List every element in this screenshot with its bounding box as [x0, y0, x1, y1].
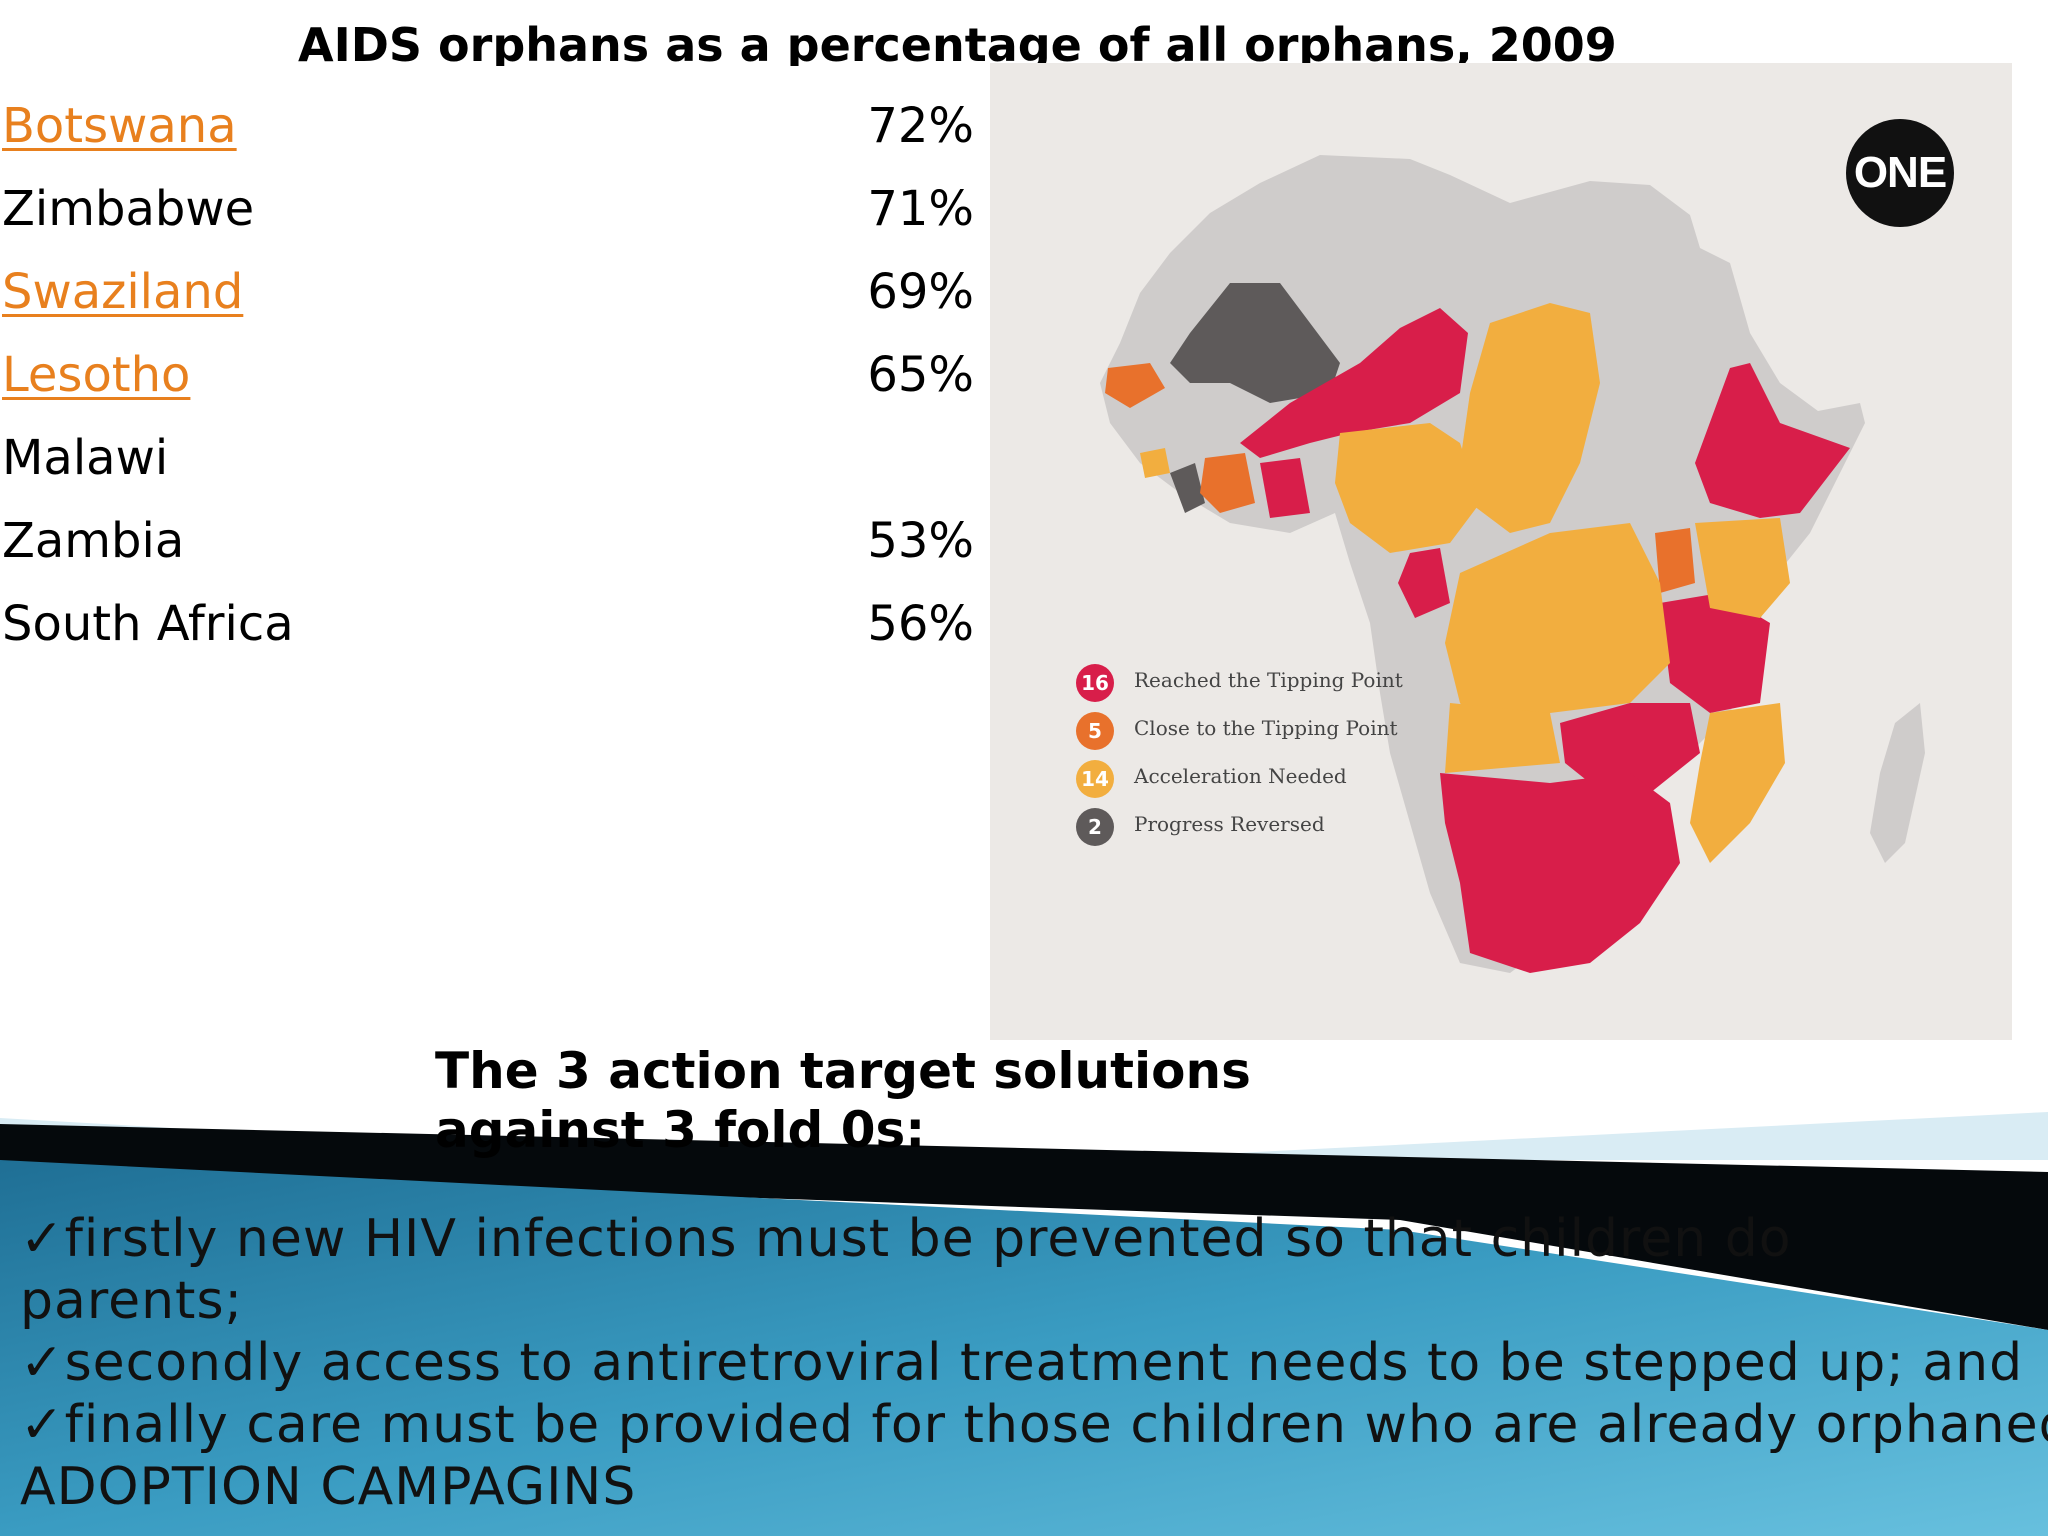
country-link-swaziland[interactable]: Swaziland — [2, 264, 244, 320]
progress-reversed-region — [1170, 283, 1340, 403]
dark-wave-strip — [0, 1124, 2048, 1330]
blue-wave-band — [0, 1160, 2048, 1536]
table-row: Zimbabwe 71% — [2, 179, 982, 262]
country-percent: 65% — [867, 347, 974, 403]
country-name: Malawi — [2, 430, 169, 486]
tipping-region-niger — [1240, 308, 1468, 458]
bullet-item: ✓secondly access to antiretroviral treat… — [20, 1333, 2024, 1393]
legend-label: Close to the Tipping Point — [1134, 716, 1398, 740]
close-tipping-region-senegal — [1105, 363, 1165, 408]
bullet-item: ✓firstly new HIV infections must be prev… — [20, 1209, 1792, 1269]
country-percent: 71% — [867, 181, 974, 237]
country-percent: 72% — [867, 98, 974, 154]
tipping-region-zambia — [1560, 703, 1700, 793]
tipping-region-ghana — [1260, 458, 1310, 518]
table-row: Lesotho 65% — [2, 345, 982, 428]
table-row: Botswana 72% — [2, 96, 982, 179]
legend-count-badge: 16 — [1076, 664, 1114, 702]
acceleration-region-congo — [1445, 523, 1670, 743]
acceleration-region-mozambique — [1690, 703, 1785, 863]
acceleration-region-angola — [1445, 703, 1560, 773]
close-tipping-region-westafrica — [1200, 453, 1255, 513]
table-row: Swaziland 69% — [2, 262, 982, 345]
bullet-list: ✓firstly new HIV infections must be prev… — [20, 1208, 2048, 1518]
country-name: Zimbabwe — [2, 181, 255, 237]
country-name: South Africa — [2, 596, 294, 652]
country-percent: 69% — [867, 264, 974, 320]
africa-map-image: ONE 16 Reached the Tipping Point 5 Close… — [990, 63, 2012, 1040]
bullet-item-continuation: parents; — [20, 1271, 244, 1331]
legend-count-badge: 14 — [1076, 760, 1114, 798]
madagascar-shape — [1870, 703, 1925, 863]
legend-count-badge: 5 — [1076, 712, 1114, 750]
close-tipping-region-east — [1655, 528, 1695, 593]
table-row: Malawi — [2, 428, 982, 511]
tipping-region-ethiopia — [1695, 363, 1850, 518]
acceleration-region-kenya — [1695, 518, 1790, 618]
legend-label: Acceleration Needed — [1134, 764, 1347, 788]
tipping-region-southern-africa — [1440, 773, 1680, 973]
country-name: Zambia — [2, 513, 185, 569]
decorative-wave-band — [0, 1112, 2048, 1536]
country-table: Botswana 72% Zimbabwe 71% Swaziland 69% … — [2, 96, 982, 677]
acceleration-region-chad — [1460, 303, 1600, 533]
tipping-region-tanzania — [1660, 593, 1770, 713]
section-subtitle: The 3 action target solutions against 3 … — [435, 1042, 1251, 1159]
country-percent: 56% — [867, 596, 974, 652]
legend-label: Reached the Tipping Point — [1134, 668, 1403, 692]
acceleration-region-sierra — [1140, 448, 1170, 478]
table-row: Zambia 53% — [2, 511, 982, 594]
bullet-item: ✓finally care must be provided for those… — [20, 1395, 2048, 1455]
country-link-botswana[interactable]: Botswana — [2, 98, 237, 154]
country-percent: 53% — [867, 513, 974, 569]
africa-map-graphic — [1100, 155, 1925, 973]
slide-title: AIDS orphans as a percentage of all orph… — [298, 18, 1617, 66]
legend-count-badge: 2 — [1076, 808, 1114, 846]
legend-label: Progress Reversed — [1134, 812, 1325, 836]
one-logo: ONE — [1846, 119, 1954, 227]
country-link-lesotho[interactable]: Lesotho — [2, 347, 191, 403]
acceleration-region-nigeria — [1335, 423, 1480, 553]
tipping-region-gabon — [1398, 548, 1450, 618]
bullet-item-continuation: ADOPTION CAMPAGINS — [20, 1457, 637, 1517]
progress-reversed-region-small — [1170, 463, 1205, 513]
table-row: South Africa 56% — [2, 594, 982, 677]
